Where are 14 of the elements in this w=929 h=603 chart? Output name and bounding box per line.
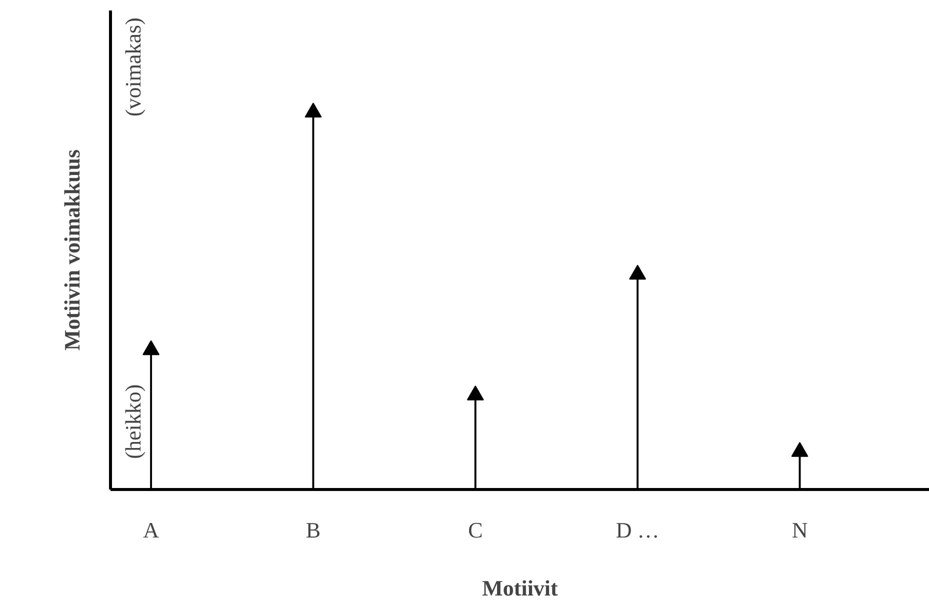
point bbox=[466, 385, 484, 400]
point bbox=[629, 264, 646, 280]
y-axis-title: Motiivin voimakkuus bbox=[60, 149, 84, 351]
annotation: (voimakas) bbox=[120, 18, 146, 117]
point bbox=[142, 340, 160, 356]
x-tick-label: A bbox=[143, 518, 160, 542]
annotation: (heikko) bbox=[120, 384, 146, 459]
point bbox=[304, 102, 322, 118]
x-axis-title: Motiivit bbox=[482, 576, 559, 600]
point bbox=[791, 442, 808, 457]
x-tick-label: D … bbox=[616, 518, 660, 542]
x-tick-label: N bbox=[792, 518, 808, 542]
x-tick-label: B bbox=[306, 518, 321, 542]
x-tick-label: C bbox=[468, 518, 483, 542]
